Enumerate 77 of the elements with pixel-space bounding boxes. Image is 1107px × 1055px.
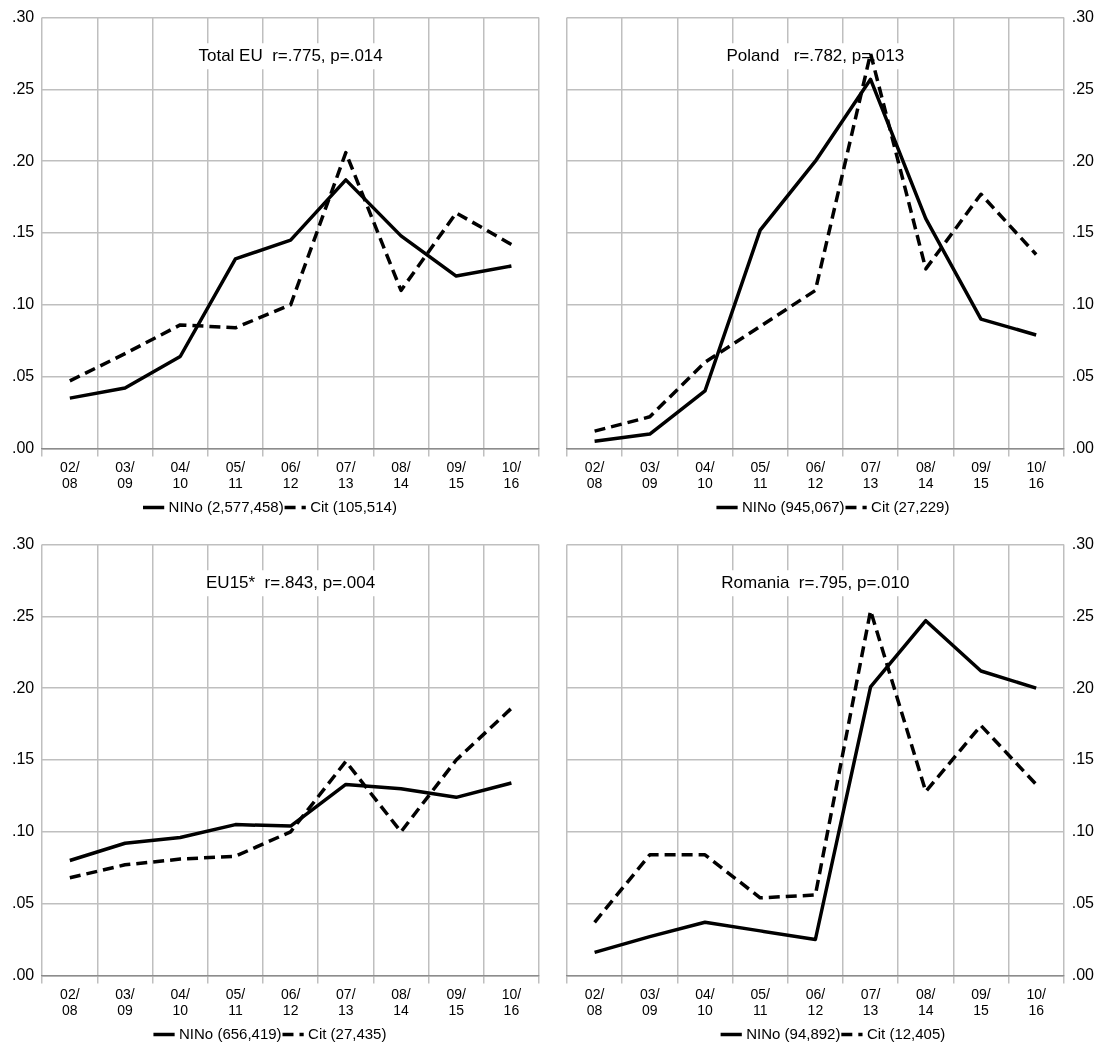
x-tick-label: 06/12	[805, 458, 826, 492]
x-tick-label: 07/13	[860, 985, 881, 1019]
x-tick-label: 02/08	[584, 458, 605, 492]
x-tick-label: 06/12	[280, 985, 301, 1019]
y2-tick-label: .15	[1071, 750, 1095, 768]
legend-label: Cit (27,229)	[871, 497, 950, 515]
x-tick-label: 08/14	[391, 458, 411, 492]
x-tick-label: 09/15	[971, 458, 991, 492]
x-tick-label: 04/10	[695, 985, 715, 1019]
legend-label: NINo (2,577,458)	[168, 497, 284, 515]
x-tick-label: 08/14	[916, 985, 936, 1019]
y-tick-label: .25	[11, 79, 35, 97]
y2-tick-label: .10	[1071, 822, 1095, 840]
x-tick-label: 05/11	[750, 985, 771, 1019]
x-tick-label: 02/08	[584, 985, 605, 1019]
text: Total EU r=.775, p=.014	[198, 46, 383, 66]
x-tick-label: 03/09	[640, 985, 660, 1019]
x-tick-label: 04/10	[170, 458, 191, 492]
line-series	[68, 706, 514, 880]
legend-label: NINo (94,892)	[746, 1024, 841, 1042]
x-tick-label: 05/11	[225, 458, 246, 492]
y2-tick-label: .25	[1071, 606, 1095, 624]
x-tick-label: 09/15	[971, 985, 991, 1019]
y-tick-label: .30	[11, 8, 35, 26]
text: Poland r=.782, p=.013	[726, 46, 905, 66]
x-tick-label: 07/13	[336, 458, 356, 492]
y-tick-label: .30	[11, 535, 35, 553]
y-tick-label: .05	[11, 894, 35, 912]
x-tick-label: 06/12	[280, 458, 301, 492]
y-tick-label: .05	[11, 367, 35, 385]
x-tick-label: 03/09	[640, 458, 660, 492]
y-tick-label: .25	[11, 606, 35, 624]
x-tick-label: 03/09	[115, 458, 135, 492]
y-tick-label: .00	[11, 965, 35, 983]
legend-label: Cit (27,435)	[308, 1024, 387, 1042]
x-tick-label: 10/16	[1026, 458, 1046, 492]
y2-tick-label: .05	[1071, 367, 1095, 385]
legend-label: Cit (105,514)	[310, 497, 397, 515]
text: EU15* r=.843, p=.004	[206, 573, 376, 593]
x-tick-label: 07/13	[336, 985, 356, 1019]
y2-tick-label: .30	[1071, 535, 1095, 553]
x-tick-label: 06/12	[805, 985, 826, 1019]
y-tick-label: .10	[11, 295, 35, 313]
y2-tick-label: .10	[1071, 295, 1095, 313]
y-tick-label: .00	[11, 438, 35, 456]
y2-tick-label: .20	[1071, 678, 1095, 696]
x-tick-label: 08/14	[916, 458, 936, 492]
y2-tick-label: .20	[1071, 151, 1095, 169]
x-tick-label: 03/09	[115, 985, 135, 1019]
x-tick-label: 09/15	[446, 458, 467, 492]
x-tick-label: 07/13	[860, 458, 881, 492]
legend-label: NINo (656,419)	[179, 1024, 282, 1042]
y-tick-label: .20	[11, 151, 35, 169]
y-tick-label: .20	[11, 678, 35, 696]
y2-tick-label: .05	[1071, 894, 1095, 912]
y-tick-label: .15	[11, 750, 35, 768]
y2-tick-label: .00	[1071, 438, 1095, 456]
x-tick-label: 05/11	[225, 985, 246, 1019]
x-tick-label: 04/10	[695, 458, 715, 492]
text: Romania r=.795, p=.010	[721, 573, 910, 593]
legend-label: Cit (12,405)	[866, 1024, 946, 1042]
x-tick-label: 05/11	[750, 458, 771, 492]
legend-label: NINo (945,067)	[742, 497, 845, 515]
y2-tick-label: .00	[1071, 965, 1095, 983]
x-tick-label: 02/08	[60, 985, 80, 1019]
x-tick-label: 08/14	[391, 985, 411, 1019]
x-tick-label: 10/16	[501, 458, 522, 492]
y-tick-label: .15	[11, 223, 35, 241]
y2-tick-label: .25	[1071, 79, 1095, 97]
y-tick-label: .10	[11, 822, 35, 840]
x-tick-label: 04/10	[170, 985, 191, 1019]
x-tick-label: 10/16	[1026, 985, 1046, 1019]
y2-tick-label: .15	[1071, 223, 1095, 241]
x-tick-label: 09/15	[446, 985, 467, 1019]
x-tick-label: 10/16	[501, 985, 522, 1019]
x-tick-label: 02/08	[60, 458, 80, 492]
y2-tick-label: .30	[1071, 8, 1095, 26]
